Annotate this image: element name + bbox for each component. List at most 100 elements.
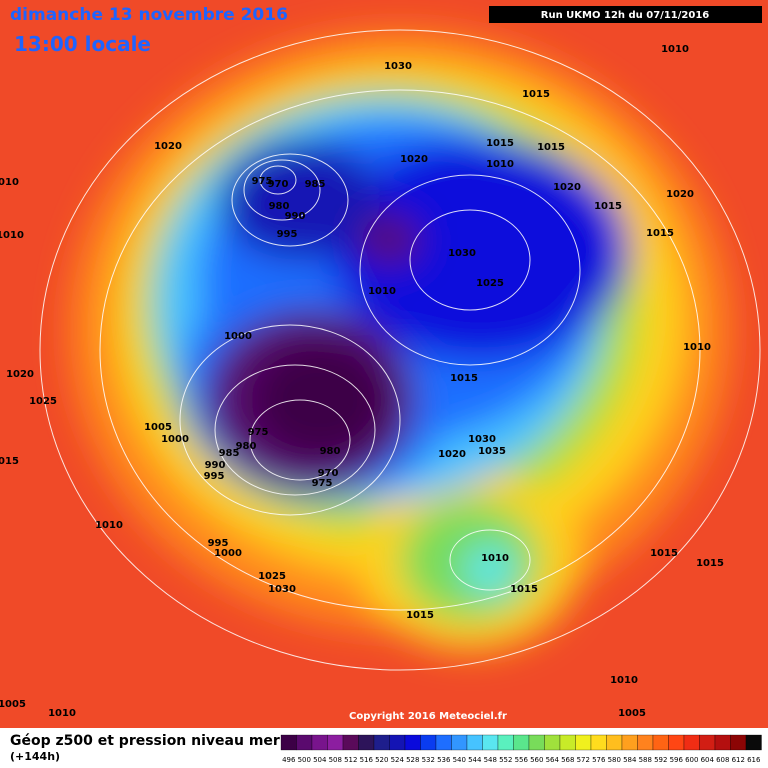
isobar-label: 1020 bbox=[666, 189, 694, 200]
legend-swatch bbox=[714, 734, 731, 751]
legend-label: 556 bbox=[515, 756, 529, 764]
isobar-label: 1010 bbox=[48, 708, 76, 719]
legend-label: 616 bbox=[747, 756, 761, 764]
legend-label: 508 bbox=[329, 756, 342, 764]
legend-swatch bbox=[575, 734, 592, 751]
isobar-label: 1030 bbox=[384, 61, 412, 72]
isobar-label: 1035 bbox=[478, 446, 506, 457]
legend-label: 552 bbox=[499, 756, 512, 764]
legend-swatch bbox=[730, 734, 747, 751]
legend-swatch bbox=[652, 734, 669, 751]
legend-label: 512 bbox=[344, 756, 357, 764]
isobar-label: 1010 bbox=[95, 520, 123, 531]
isobar-label: 995 bbox=[208, 538, 229, 549]
legend-swatch bbox=[435, 734, 452, 751]
isobar-label: 970 bbox=[268, 179, 289, 190]
legend-swatch bbox=[745, 734, 762, 751]
isobars bbox=[39, 29, 761, 671]
legend-label: 532 bbox=[422, 756, 435, 764]
isobar-label: 1010 bbox=[481, 553, 509, 564]
legend-label: 560 bbox=[530, 756, 543, 764]
isobar-label: 1015 bbox=[594, 201, 622, 212]
legend-swatch bbox=[637, 734, 654, 751]
legend-swatch bbox=[482, 734, 499, 751]
legend-label: 568 bbox=[561, 756, 574, 764]
date-title: dimanche 13 novembre 2016 bbox=[10, 5, 288, 25]
legend-swatch bbox=[389, 734, 406, 751]
legend-swatch bbox=[559, 734, 576, 751]
isobar-label: 1010 bbox=[486, 159, 514, 170]
legend-label: 596 bbox=[670, 756, 684, 764]
copyright: Copyright 2016 Meteociel.fr bbox=[349, 711, 507, 722]
legend-label: 504 bbox=[313, 756, 327, 764]
isobar-label: 1015 bbox=[650, 548, 678, 559]
legend-label: 588 bbox=[639, 756, 652, 764]
legend-swatch bbox=[683, 734, 700, 751]
legend-label: 500 bbox=[298, 756, 311, 764]
legend-label: 544 bbox=[468, 756, 482, 764]
legend-swatch bbox=[342, 734, 359, 751]
isobar-label: 1005 bbox=[618, 708, 646, 719]
legend-label: 548 bbox=[484, 756, 497, 764]
legend-label: 528 bbox=[406, 756, 419, 764]
isobar-label: 1010 bbox=[0, 230, 24, 241]
isobar-label: 980 bbox=[320, 446, 341, 457]
legend-label: 612 bbox=[732, 756, 745, 764]
z500-field bbox=[0, 0, 768, 728]
legend-label: 600 bbox=[685, 756, 698, 764]
isobar-label: 1005 bbox=[0, 699, 26, 710]
legend-swatch bbox=[358, 734, 375, 751]
isobar-label: 1010 bbox=[661, 44, 689, 55]
isobar-label: 1030 bbox=[468, 434, 496, 445]
legend-label: 520 bbox=[375, 756, 388, 764]
legend-swatch bbox=[621, 734, 638, 751]
legend-subtitle: (+144h) bbox=[10, 750, 60, 763]
isobar-label: 1015 bbox=[537, 142, 565, 153]
legend-label: 540 bbox=[453, 756, 466, 764]
isobar-label: 1000 bbox=[214, 548, 242, 559]
isobar-label: 975 bbox=[248, 427, 269, 438]
legend-label: 604 bbox=[701, 756, 715, 764]
legend-label: 584 bbox=[623, 756, 637, 764]
isobar-label: 1010 bbox=[0, 177, 19, 188]
isobar-label: 990 bbox=[205, 460, 226, 471]
isobar-label: 1010 bbox=[683, 342, 711, 353]
isobar-label: 1025 bbox=[476, 278, 504, 289]
isobar-label: 985 bbox=[305, 179, 326, 190]
legend-title: Géop z500 et pression niveau mer bbox=[10, 733, 280, 749]
time-title: 13:00 locale bbox=[14, 32, 151, 56]
legend-swatch bbox=[497, 734, 514, 751]
isobar-label: 985 bbox=[219, 448, 240, 459]
isobar-label: 1015 bbox=[486, 138, 514, 149]
legend-label: 536 bbox=[437, 756, 451, 764]
isobar-label: 980 bbox=[236, 441, 257, 452]
isobar-label: 1025 bbox=[29, 396, 57, 407]
isobar-label: 995 bbox=[204, 471, 225, 482]
legend-label: 608 bbox=[716, 756, 729, 764]
isobar-label: 995 bbox=[277, 229, 298, 240]
isobar-label: 990 bbox=[285, 211, 306, 222]
isobar-label: 1015 bbox=[0, 456, 19, 467]
legend-swatch bbox=[451, 734, 468, 751]
isobar-label: 1015 bbox=[696, 558, 724, 569]
legend-swatch bbox=[513, 734, 530, 751]
isobar-label: 1015 bbox=[510, 584, 538, 595]
isobar-label: 975 bbox=[252, 176, 273, 187]
isobar-label: 1020 bbox=[553, 182, 581, 193]
isobar-label: 1020 bbox=[154, 141, 182, 152]
isobar-label: 970 bbox=[318, 468, 339, 479]
run-info: Run UKMO 12h du 07/11/2016 bbox=[541, 10, 710, 21]
legend-swatch bbox=[311, 734, 328, 751]
isobar-label: 1000 bbox=[224, 331, 252, 342]
legend-swatch bbox=[606, 734, 623, 751]
legend-swatch bbox=[668, 734, 685, 751]
legend-swatch bbox=[528, 734, 545, 751]
legend-label: 524 bbox=[391, 756, 405, 764]
isobar-label: 1025 bbox=[258, 571, 286, 582]
legend-swatch bbox=[420, 734, 437, 751]
legend-label: 572 bbox=[577, 756, 590, 764]
legend-swatch bbox=[373, 734, 390, 751]
isobar-label: 1015 bbox=[406, 610, 434, 621]
